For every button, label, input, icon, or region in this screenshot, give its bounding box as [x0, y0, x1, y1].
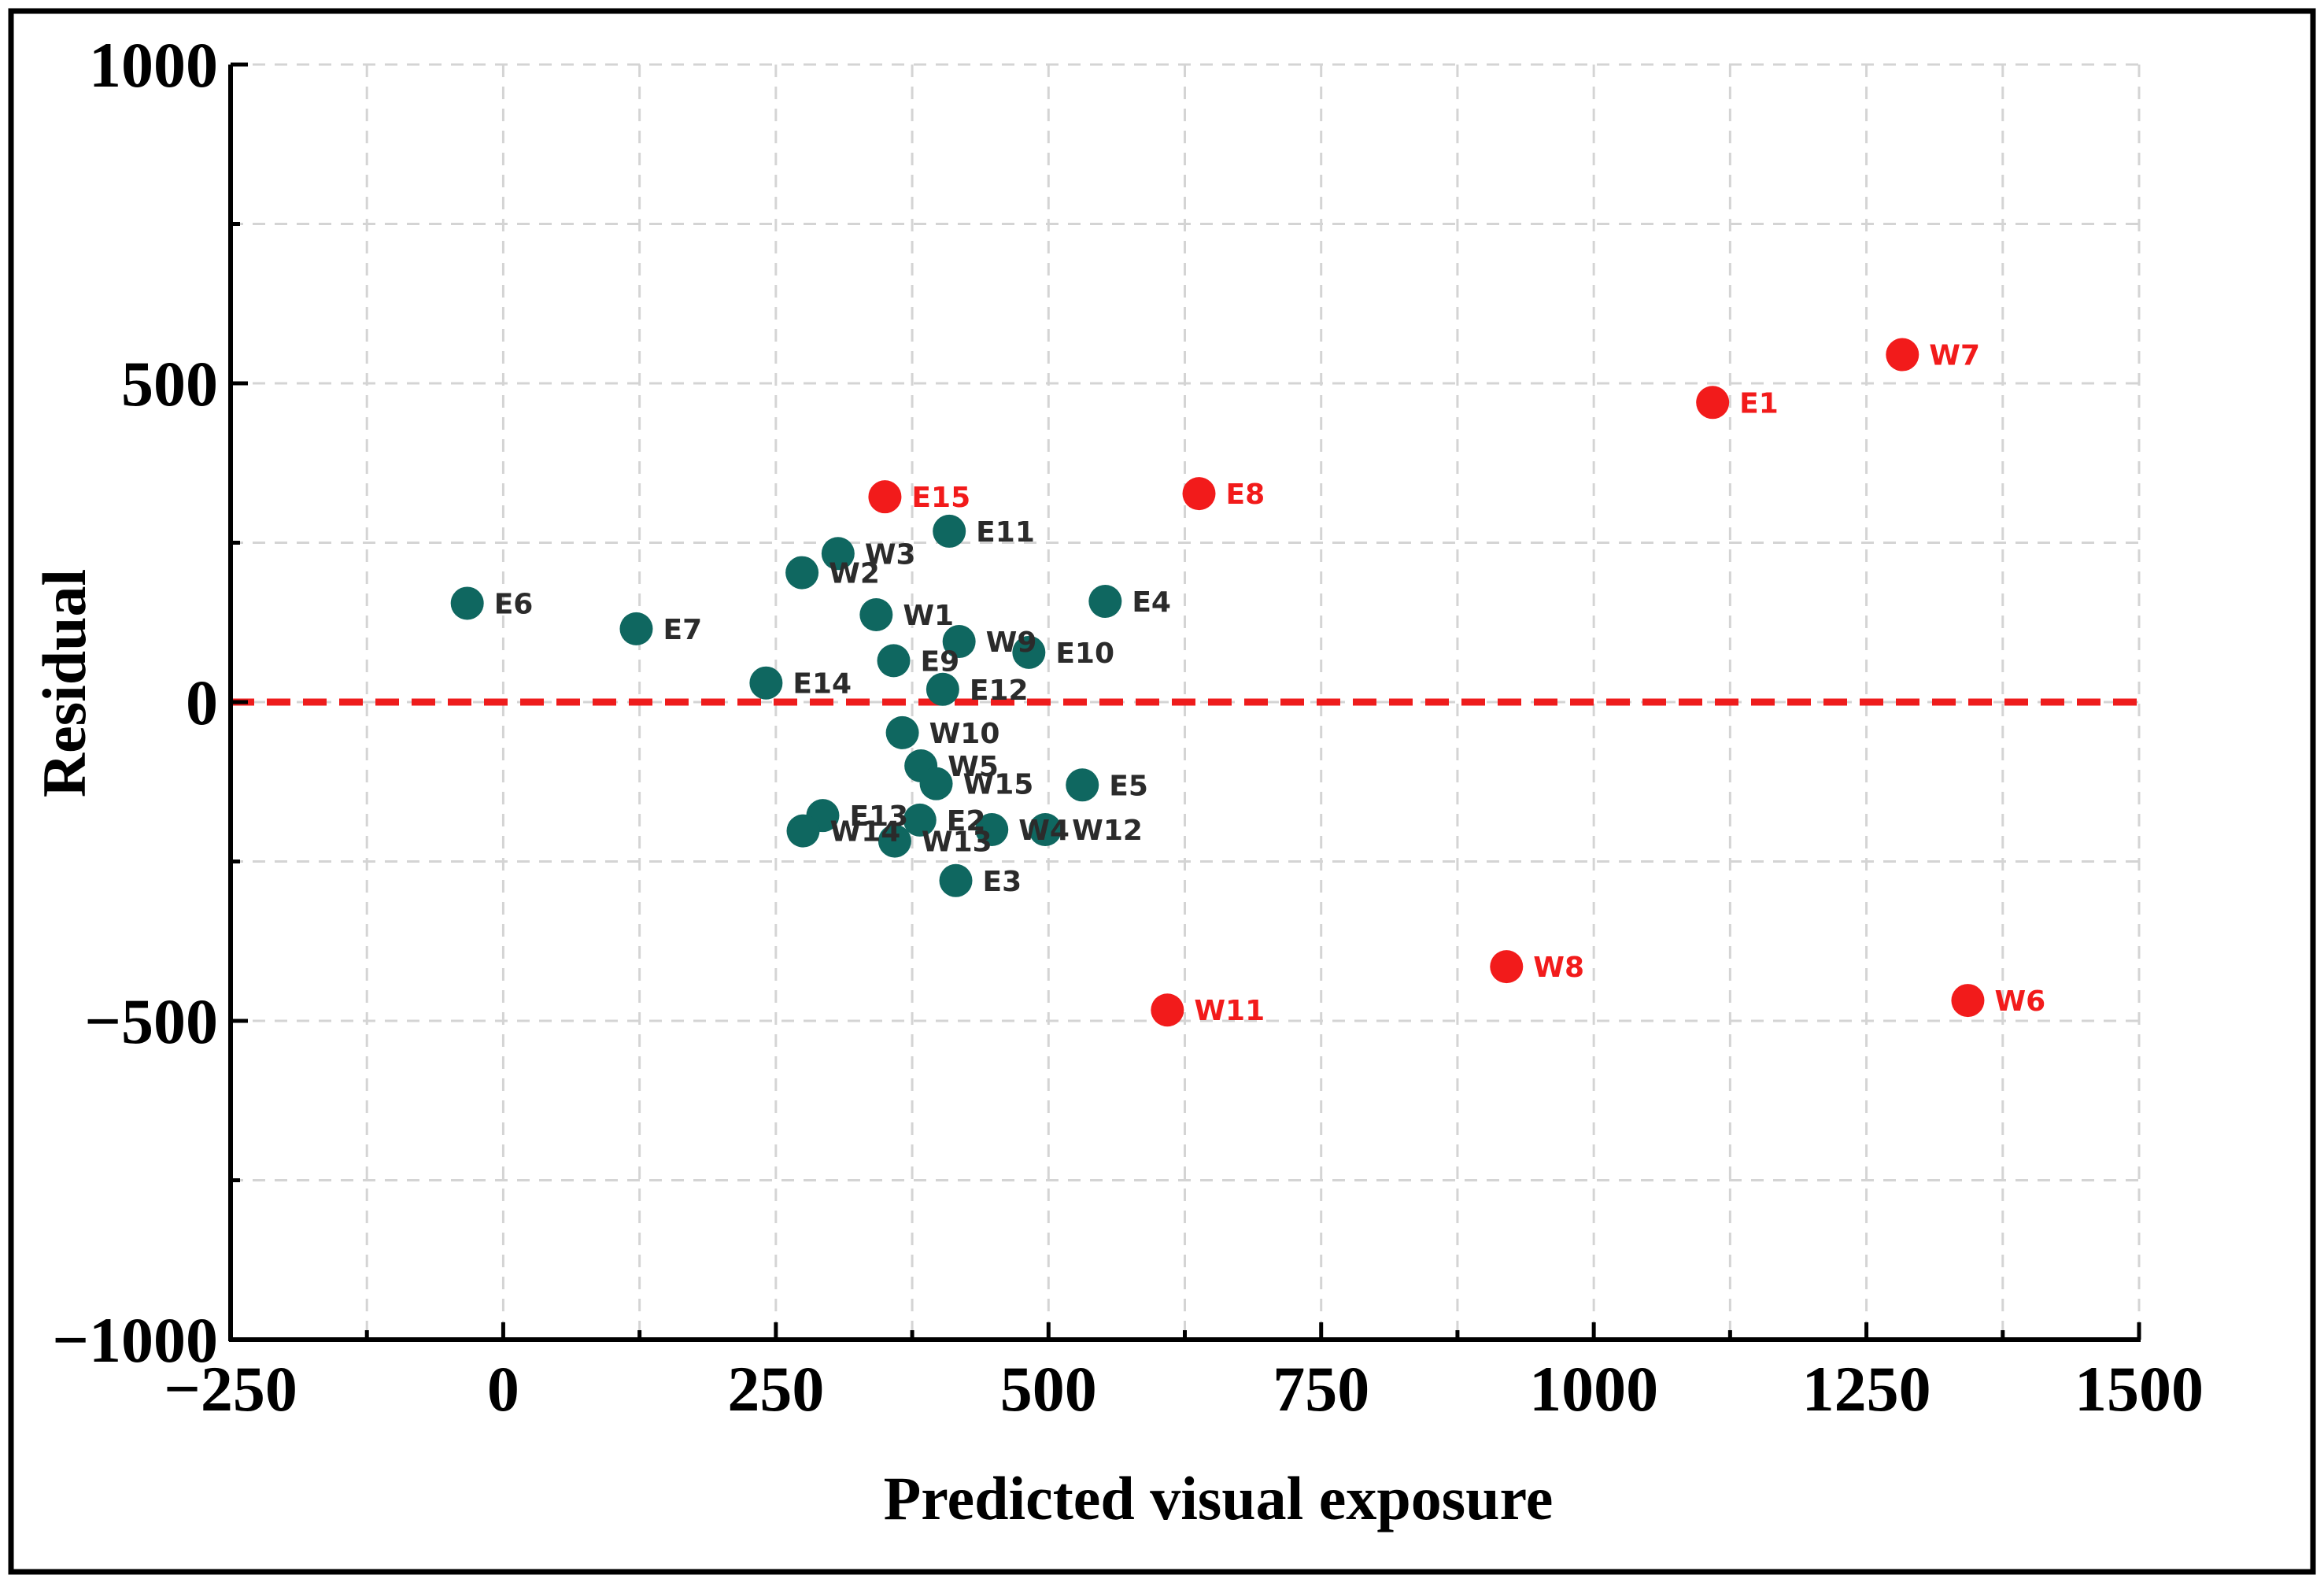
- x-tick-label: −250: [164, 1353, 297, 1425]
- point-label-e4: E4: [1132, 586, 1171, 619]
- x-tick-label: 1250: [1802, 1353, 1931, 1425]
- data-point-e1: [1696, 386, 1730, 420]
- y-tick-label: −1000: [52, 1304, 218, 1376]
- point-label-e3: E3: [983, 866, 1022, 898]
- point-label-w10: W10: [929, 718, 1000, 750]
- data-point-e6: [450, 586, 484, 620]
- data-points: [450, 338, 1985, 1027]
- data-point-e15: [868, 480, 902, 514]
- point-label-w15: W15: [963, 769, 1034, 801]
- y-tick-label: 1000: [89, 29, 218, 101]
- data-point-e4: [1088, 585, 1122, 619]
- point-label-e15: E15: [911, 482, 970, 514]
- point-label-w3: W3: [865, 538, 916, 571]
- y-tick-label: 0: [186, 667, 218, 738]
- point-label-w7: W7: [1929, 340, 1980, 372]
- data-point-w7: [1886, 338, 1919, 372]
- data-point-e7: [619, 612, 653, 645]
- tick-labels: −250 0 250 500 750 1000 1250 1500 −1000 −500 0 500 1…: [52, 29, 2204, 1425]
- x-axis-title: Predicted visual exposure: [884, 1464, 1554, 1532]
- point-label-e8: E8: [1226, 479, 1265, 511]
- data-point-e5: [1066, 768, 1099, 802]
- data-point-w12: [1029, 813, 1062, 846]
- data-point-e10: [1012, 635, 1046, 669]
- data-point-w2: [785, 556, 819, 590]
- data-point-w11: [1151, 993, 1184, 1027]
- point-label-e10: E10: [1055, 638, 1114, 670]
- data-point-e3: [939, 863, 973, 897]
- data-point-w10: [885, 715, 919, 749]
- point-label-e7: E7: [663, 614, 702, 646]
- data-point-w8: [1490, 950, 1524, 984]
- point-label-w14: W14: [830, 816, 901, 848]
- y-tick-label: 500: [121, 348, 218, 420]
- point-label-e12: E12: [970, 675, 1029, 707]
- point-label-w4: W4: [1018, 815, 1070, 847]
- point-label-e1: E1: [1739, 387, 1779, 420]
- y-tick-label: −500: [84, 985, 218, 1057]
- data-point-w15: [919, 767, 953, 800]
- data-point-w9: [942, 625, 976, 659]
- x-tick-label: 1000: [1529, 1353, 1658, 1425]
- data-point-w6: [1951, 984, 1985, 1018]
- point-label-e2: E2: [947, 805, 986, 837]
- x-tick-label: 500: [1000, 1353, 1097, 1425]
- data-point-e12: [926, 672, 959, 706]
- data-point-e14: [749, 666, 783, 700]
- data-point-e9: [877, 644, 911, 678]
- point-label-w8: W8: [1533, 952, 1584, 984]
- point-label-e14: E14: [793, 668, 852, 701]
- point-label-w11: W11: [1194, 995, 1265, 1027]
- data-point-w3: [821, 537, 855, 571]
- point-label-w6: W6: [1994, 985, 2045, 1018]
- y-axis-title: Residual: [30, 569, 98, 797]
- point-label-e5: E5: [1109, 770, 1148, 802]
- point-label-w9: W9: [986, 627, 1037, 659]
- x-tick-label: 1500: [2075, 1353, 2204, 1425]
- point-label-e13: E13: [849, 800, 908, 833]
- point-label-w13: W13: [922, 826, 992, 859]
- point-label-w1: W1: [903, 600, 954, 632]
- point-label-w5: W5: [948, 751, 999, 783]
- data-point-w13: [878, 824, 911, 858]
- data-point-e2: [903, 803, 937, 837]
- data-point-w4: [975, 813, 1009, 846]
- x-tick-label: 0: [487, 1353, 519, 1425]
- point-label-w12: W12: [1072, 815, 1143, 847]
- x-tick-label: 250: [727, 1353, 824, 1425]
- point-label-e11: E11: [976, 516, 1035, 549]
- point-label-w2: W2: [829, 558, 880, 590]
- axes: [228, 62, 2141, 1342]
- data-point-e8: [1182, 477, 1216, 511]
- figure-frame: [8, 8, 2316, 1575]
- x-tick-label: 750: [1273, 1353, 1369, 1425]
- data-point-w1: [859, 598, 893, 632]
- data-point-w14: [786, 814, 820, 848]
- point-label-e9: E9: [921, 645, 960, 678]
- data-point-e11: [933, 514, 966, 548]
- point-label-e6: E6: [494, 588, 534, 620]
